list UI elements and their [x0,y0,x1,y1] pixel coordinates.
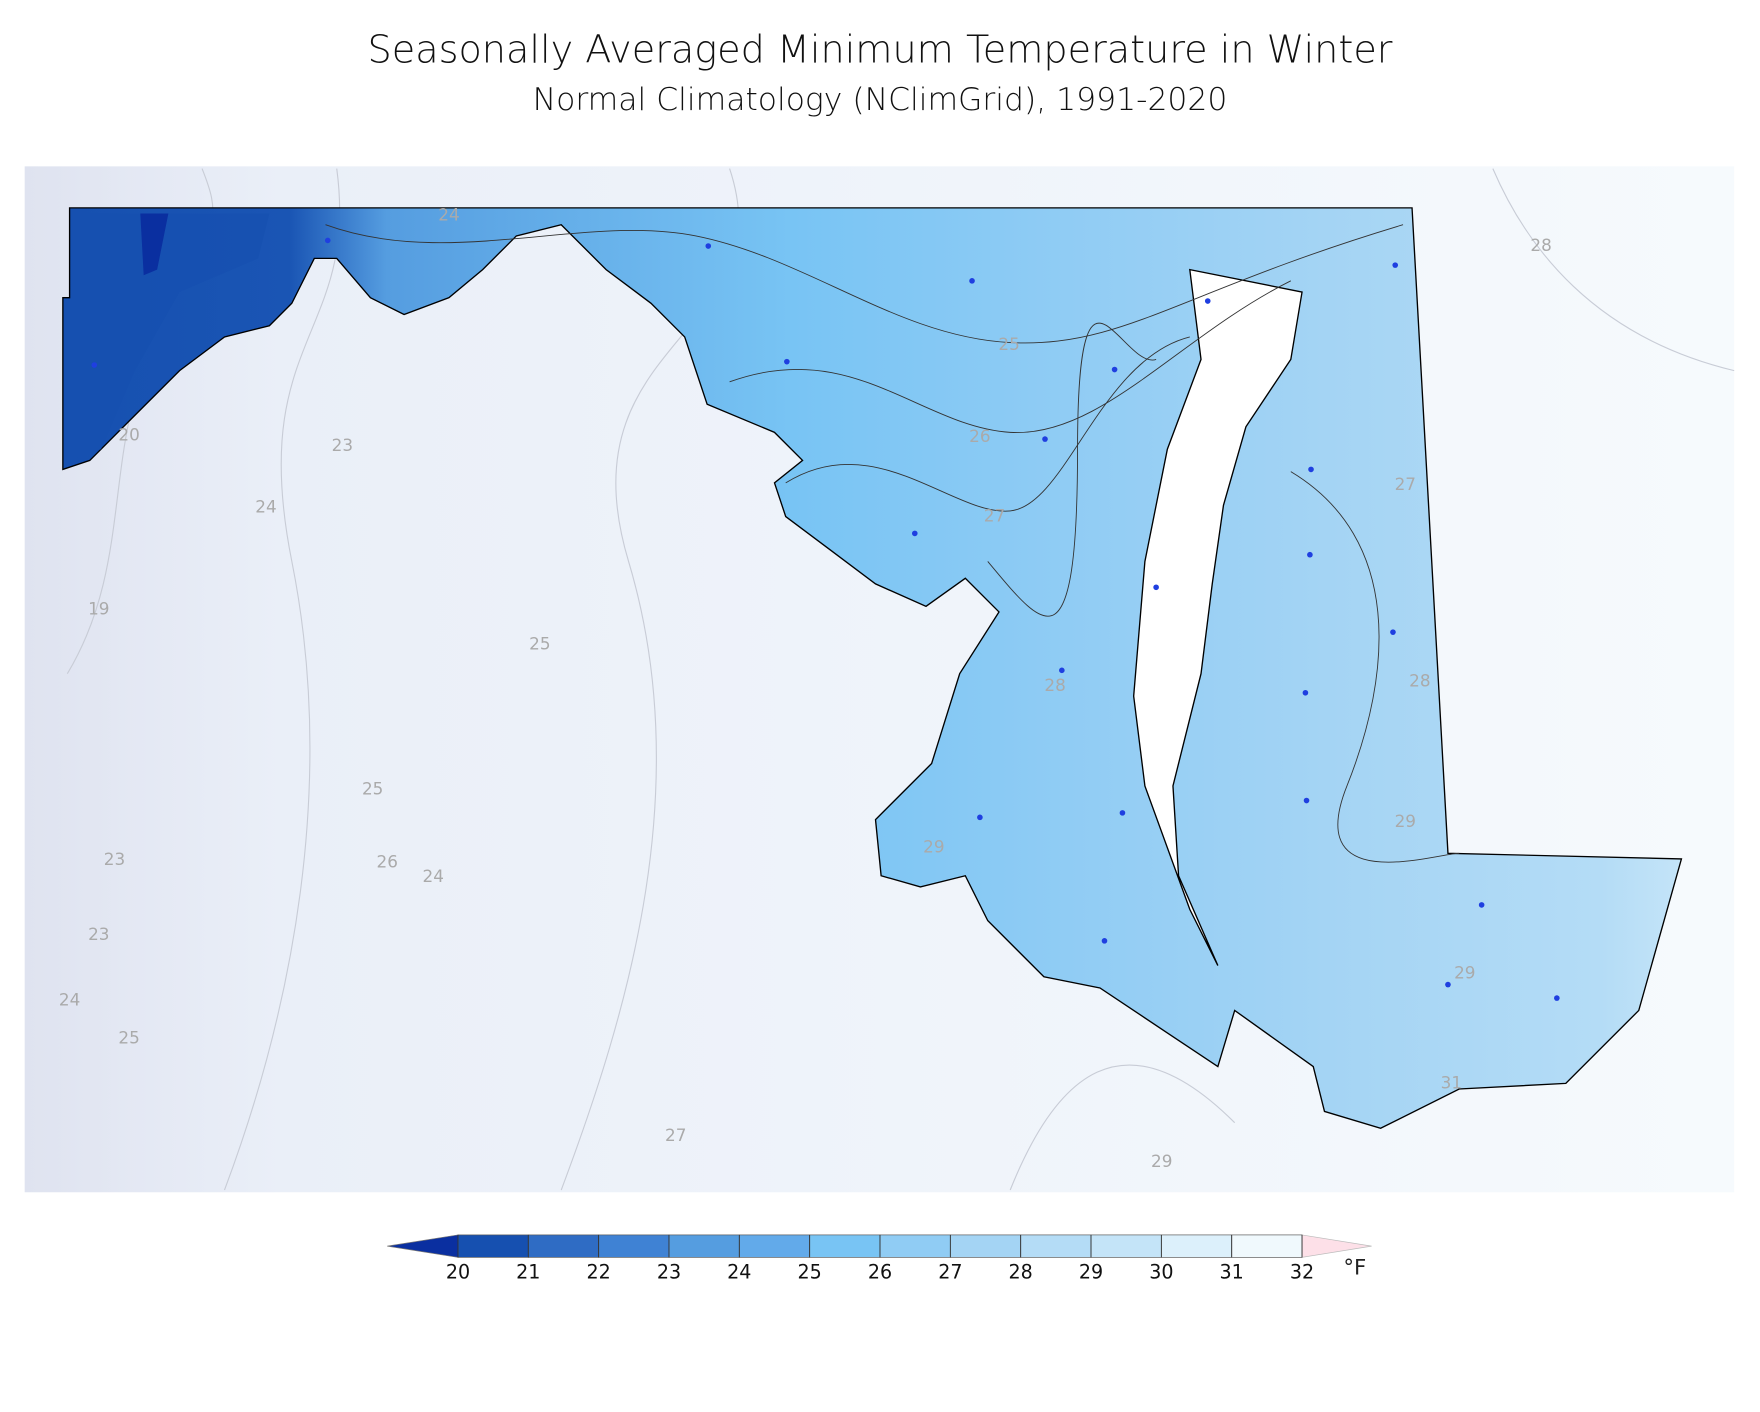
contour-label: 24 [423,866,444,886]
colorbar-tick-label: 23 [657,1262,681,1284]
contour-label: 28 [1409,671,1430,691]
colorbar-bin [527,1234,599,1258]
title: Seasonally Averaged Minimum Temperature … [368,27,1393,71]
colorbar-tick-label: 20 [446,1262,470,1284]
colorbar: 20 21 22 23 24 25 26 27 28 29 30 31 32 °F [387,1234,1372,1284]
state-contours [325,224,1460,863]
contour-labels: 24 20 23 24 19 25 25 23 26 24 23 24 25 27 29 28 25 26 27 27… [59,205,1552,1171]
western-cold-region [69,213,270,461]
subtitle: Normal Climatology (NClimGrid), 1991-202… [533,82,1228,118]
contour-label: 28 [1530,235,1551,255]
colorbar-tick-label: 28 [1009,1262,1033,1284]
colorbar-tick-label: 21 [516,1262,540,1284]
colorbar-bin [1090,1234,1162,1258]
colorbar-tick-label: 25 [798,1262,822,1284]
contour-label: 23 [332,435,353,455]
colorbar-tick-label: 26 [868,1262,892,1284]
colorbar-bin [950,1234,1022,1258]
contour-label: 24 [438,205,459,225]
contour-label: 24 [59,989,80,1009]
colorbar-tick-label: 30 [1149,1262,1173,1284]
contour-label: 26 [969,426,990,446]
colorbar-bin [879,1234,951,1258]
stations [91,237,1560,1001]
colorbar-tick-label: 24 [727,1262,751,1284]
colorbar-bin [598,1234,670,1258]
contour-label: 19 [88,599,109,619]
contour-label: 20 [118,425,139,445]
coldest-spot [140,213,169,276]
contour-label: 27 [984,506,1005,526]
colorbar-tick-label: 31 [1220,1262,1244,1284]
colorbar-bin [457,1234,529,1258]
contour-label: 27 [1395,474,1416,494]
contour-label: 25 [998,334,1019,354]
colorbar-tick-label: 32 [1290,1262,1314,1284]
colorbar-bin [668,1234,740,1258]
contour-label: 25 [118,1027,139,1047]
contour-label: 25 [362,778,383,798]
contour-label: 31 [1441,1072,1462,1092]
colorbar-extend-low [387,1234,459,1258]
contour-label: 26 [377,851,398,871]
colorbar-tick-label: 22 [586,1262,610,1284]
colorbar-bin [1020,1234,1092,1258]
colorbar-bin [1231,1234,1303,1258]
contour-label: 23 [104,849,125,869]
contour-label: 29 [1395,811,1416,831]
chesapeake-bay [1132,268,1303,966]
contour-label: 28 [1044,675,1065,695]
contour-label: 27 [665,1125,686,1145]
colorbar-tick-label: 29 [1079,1262,1103,1284]
contour-label: 24 [255,497,276,517]
maryland-outline [62,207,1683,1130]
colorbar-bin [1161,1234,1233,1258]
contour-label: 23 [88,924,109,944]
contour-label: 29 [923,837,944,857]
colorbar-bin [738,1234,810,1258]
colorbar-bin [809,1234,881,1258]
colorbar-extend-high [1301,1234,1372,1258]
contour-label: 29 [1454,962,1475,982]
colorbar-unit: °F [1343,1256,1366,1281]
contour-label: 29 [1151,1151,1172,1171]
colorbar-tick-label: 27 [938,1262,962,1284]
contour-label: 25 [529,634,550,654]
